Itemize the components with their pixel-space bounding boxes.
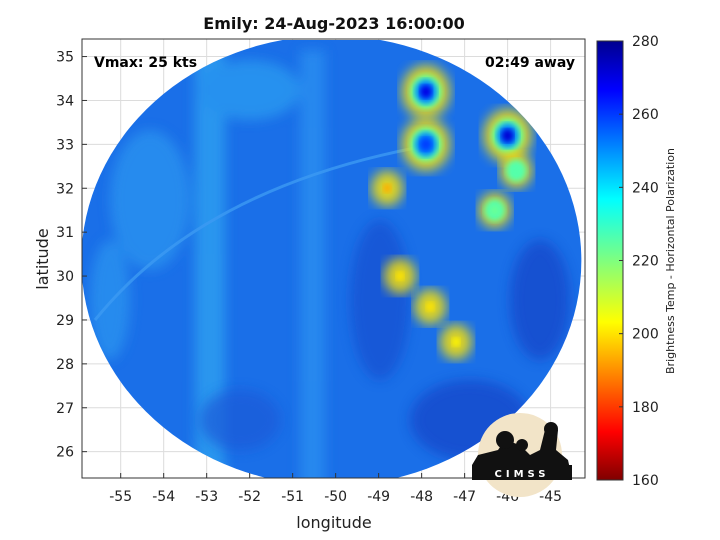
- cimss-logo: CIMSS: [472, 413, 572, 497]
- x-tick-label: -48: [410, 489, 433, 505]
- y-tick-label: 30: [56, 269, 74, 285]
- colorbar-ticks: 160 180 200 220 240 260 280: [619, 34, 659, 489]
- y-tick-label: 28: [56, 357, 74, 373]
- convective-features: [371, 65, 533, 360]
- x-tick-label: -55: [109, 489, 132, 505]
- convective-feature: [401, 117, 450, 171]
- convective-feature: [401, 65, 450, 119]
- y-tick-label: 32: [56, 181, 74, 197]
- convective-feature: [371, 170, 404, 206]
- colorbar-tick-label: 200: [632, 327, 659, 343]
- colorbar-tick-label: 220: [632, 254, 659, 270]
- convective-feature: [384, 258, 417, 294]
- y-tick-label: 33: [56, 137, 74, 153]
- y-tick-label: 34: [56, 93, 74, 109]
- x-tick-label: -45: [539, 489, 562, 505]
- colorbar-label: Brightness Temp - Horizontal Polarizatio…: [664, 148, 677, 374]
- logo-dish-icon: [496, 431, 514, 449]
- y-tick-label: 29: [56, 313, 74, 329]
- y-tick-label: 26: [56, 445, 74, 461]
- x-tick-label: -50: [324, 489, 347, 505]
- time-away-label: 02:49 away: [485, 55, 575, 71]
- colorbar-tick-label: 180: [632, 400, 659, 416]
- y-axis-label: latitude: [33, 228, 52, 289]
- colorbar-tick-label: 260: [632, 107, 659, 123]
- x-axis-label: longitude: [296, 513, 371, 532]
- x-tick-label: -47: [453, 489, 476, 505]
- y-ticks: 26 27 28 29 30 31 32 33 34 35: [56, 50, 87, 461]
- x-tick-label: -52: [238, 489, 261, 505]
- logo-dish-icon-2: [516, 439, 528, 451]
- y-tick-label: 35: [56, 50, 74, 66]
- logo-tower-icon: [544, 422, 558, 436]
- swath-image: [82, 40, 582, 478]
- y-tick-label: 31: [56, 225, 74, 241]
- colorbar: 160 180 200 220 240 260 280 Brightness Temp - …: [596, 34, 677, 489]
- logo-banner: [472, 465, 572, 480]
- x-tick-label: -51: [281, 489, 304, 505]
- logo-silhouette: [472, 425, 572, 478]
- convective-feature: [478, 192, 511, 228]
- logo-text: CIMSS: [495, 469, 550, 480]
- chart-title: Emily: 24-Aug-2023 16:00:00: [203, 14, 464, 33]
- colorbar-tick-label: 240: [632, 180, 659, 196]
- swath-seam: [93, 146, 416, 321]
- x-tick-label: -49: [367, 489, 390, 505]
- colorbar-tick-label: 280: [632, 34, 659, 50]
- convective-feature: [483, 109, 532, 162]
- axes-frame: [81, 38, 586, 479]
- convective-feature: [500, 153, 533, 189]
- vmax-label: Vmax: 25 kts: [94, 55, 197, 71]
- x-ticks: -55 -54 -53 -52 -51 -50 -49 -48 -47 -46 -45: [109, 473, 562, 505]
- x-tick-label: -54: [152, 489, 175, 505]
- x-tick-label: -53: [195, 489, 218, 505]
- colorbar-tick-label: 160: [632, 473, 659, 489]
- plot-area: -55 -54 -53 -52 -51 -50 -49 -48 -47 -46 -45 262728…: [33, 38, 586, 532]
- convective-feature: [440, 324, 473, 360]
- y-tick-label: 27: [56, 401, 74, 417]
- convective-feature: [414, 289, 447, 325]
